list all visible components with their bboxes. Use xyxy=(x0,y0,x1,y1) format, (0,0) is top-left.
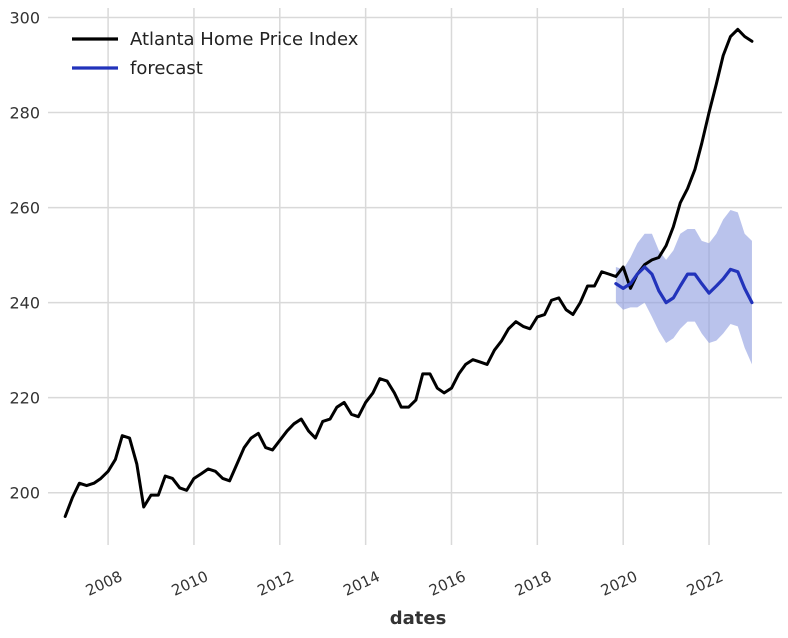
y-tick-label: 260 xyxy=(9,199,40,218)
x-tick-label: 2012 xyxy=(255,567,297,599)
y-tick-label: 300 xyxy=(9,9,40,28)
x-tick-label: 2018 xyxy=(512,567,554,599)
x-tick-label: 2008 xyxy=(83,567,125,599)
series-line-forecast xyxy=(614,265,754,305)
x-tick-label: 2016 xyxy=(426,567,468,599)
y-tick-label: 240 xyxy=(9,294,40,313)
x-tick-label: 2010 xyxy=(169,567,211,599)
x-axis-title: dates xyxy=(390,608,447,629)
forecast-confidence-band xyxy=(615,209,752,365)
legend-label-actual: Atlanta Home Price Index xyxy=(130,29,359,50)
legend: Atlanta Home Price Index forecast xyxy=(72,29,359,79)
x-tick-label: 2014 xyxy=(340,567,382,599)
forecast-interval-area xyxy=(615,209,752,365)
legend-label-forecast: forecast xyxy=(130,58,203,79)
y-tick-label: 220 xyxy=(9,389,40,408)
y-tick-label: 280 xyxy=(9,104,40,123)
x-tick-label: 2020 xyxy=(598,567,640,599)
x-tick-label: 2022 xyxy=(684,567,726,599)
y-tick-label: 200 xyxy=(9,484,40,503)
series-lines xyxy=(63,27,754,518)
